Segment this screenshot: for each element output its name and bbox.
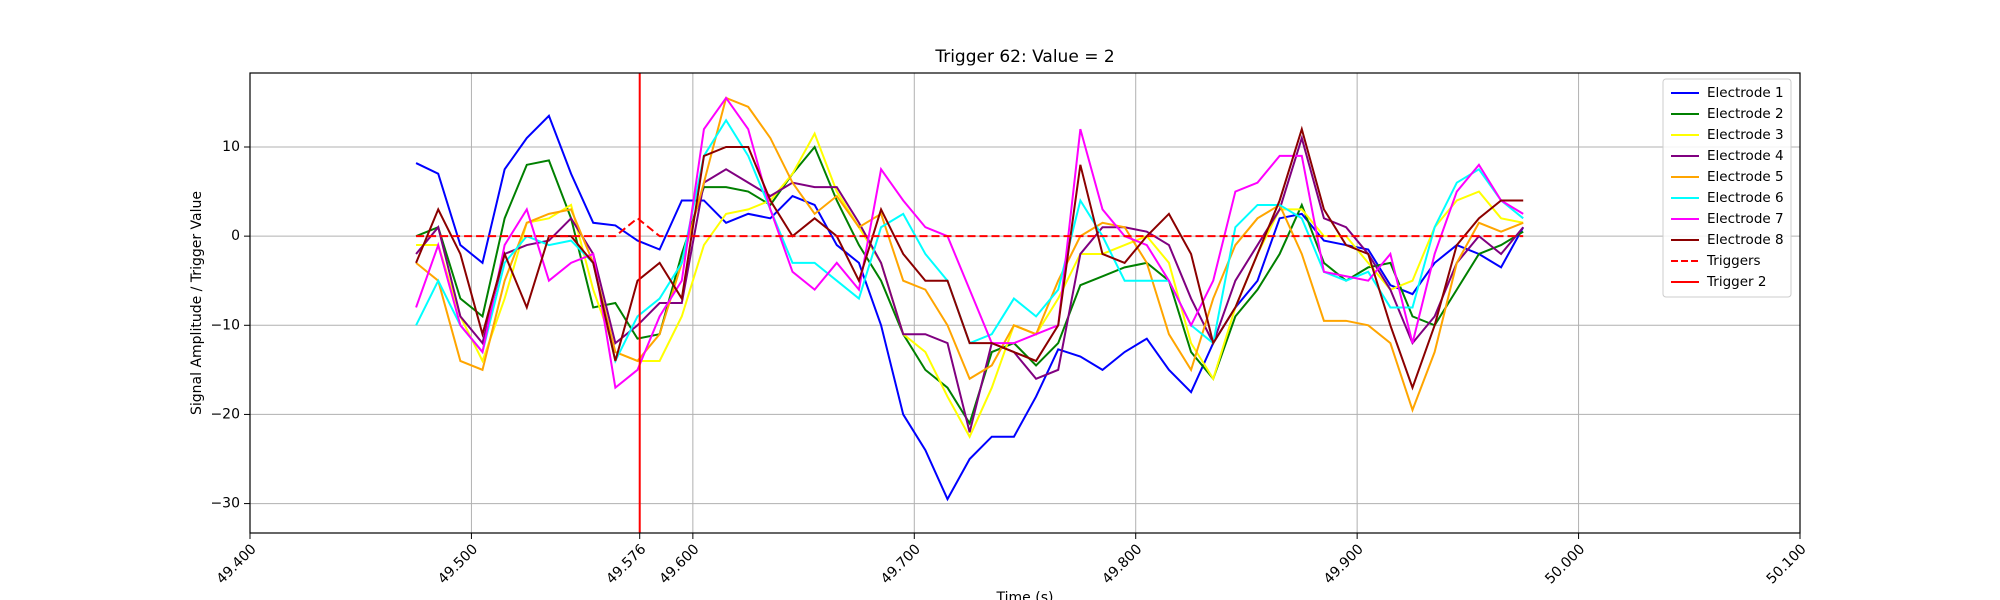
y-tick-label: 10 — [222, 139, 240, 155]
x-tick-label: 49.576 — [603, 541, 649, 587]
x-tick-label: 49.600 — [657, 541, 703, 587]
x-tick-label: 49.800 — [1099, 541, 1145, 587]
series-line — [416, 217, 1524, 238]
series-line — [416, 131, 1524, 439]
legend-label: Trigger 2 — [1706, 274, 1766, 290]
legend-label: Electrode 3 — [1707, 127, 1784, 143]
legend-label: Electrode 7 — [1707, 211, 1784, 227]
x-axis-label: Time (s) — [996, 590, 1054, 600]
x-tick-label: 49.500 — [435, 541, 481, 587]
series-line — [415, 113, 1525, 502]
plot-frame — [249, 72, 1801, 534]
series-line — [415, 125, 1524, 391]
x-tick-label: 49.900 — [1321, 541, 1367, 587]
legend-label: Triggers — [1706, 253, 1761, 269]
y-tick-label: −20 — [210, 406, 240, 422]
legend-label: Electrode 8 — [1707, 232, 1784, 248]
x-tick-label: 49.400 — [214, 541, 260, 587]
y-tick-label: −30 — [210, 496, 240, 512]
y-tick-label: −10 — [210, 317, 240, 333]
chart-title: Trigger 62: Value = 2 — [934, 47, 1114, 67]
legend-label: Electrode 2 — [1707, 106, 1784, 122]
legend-label: Electrode 5 — [1707, 169, 1784, 185]
legend-label: Electrode 6 — [1707, 190, 1784, 206]
legend: Electrode 1 Electrode 2 Electrode 3 Electro… — [1662, 78, 1792, 298]
series-line — [415, 134, 1524, 433]
x-tick-label: 50.100 — [1764, 541, 1810, 587]
legend-label: Electrode 1 — [1707, 85, 1784, 101]
x-tick-label: 50.000 — [1542, 541, 1588, 587]
legend-label: Electrode 4 — [1707, 148, 1784, 164]
x-tick-label: 49.700 — [878, 541, 924, 587]
legend-box — [1662, 78, 1792, 298]
y-tick-label: 0 — [231, 228, 240, 244]
y-axis-label: Signal Amplitude / Trigger Value — [189, 191, 205, 415]
